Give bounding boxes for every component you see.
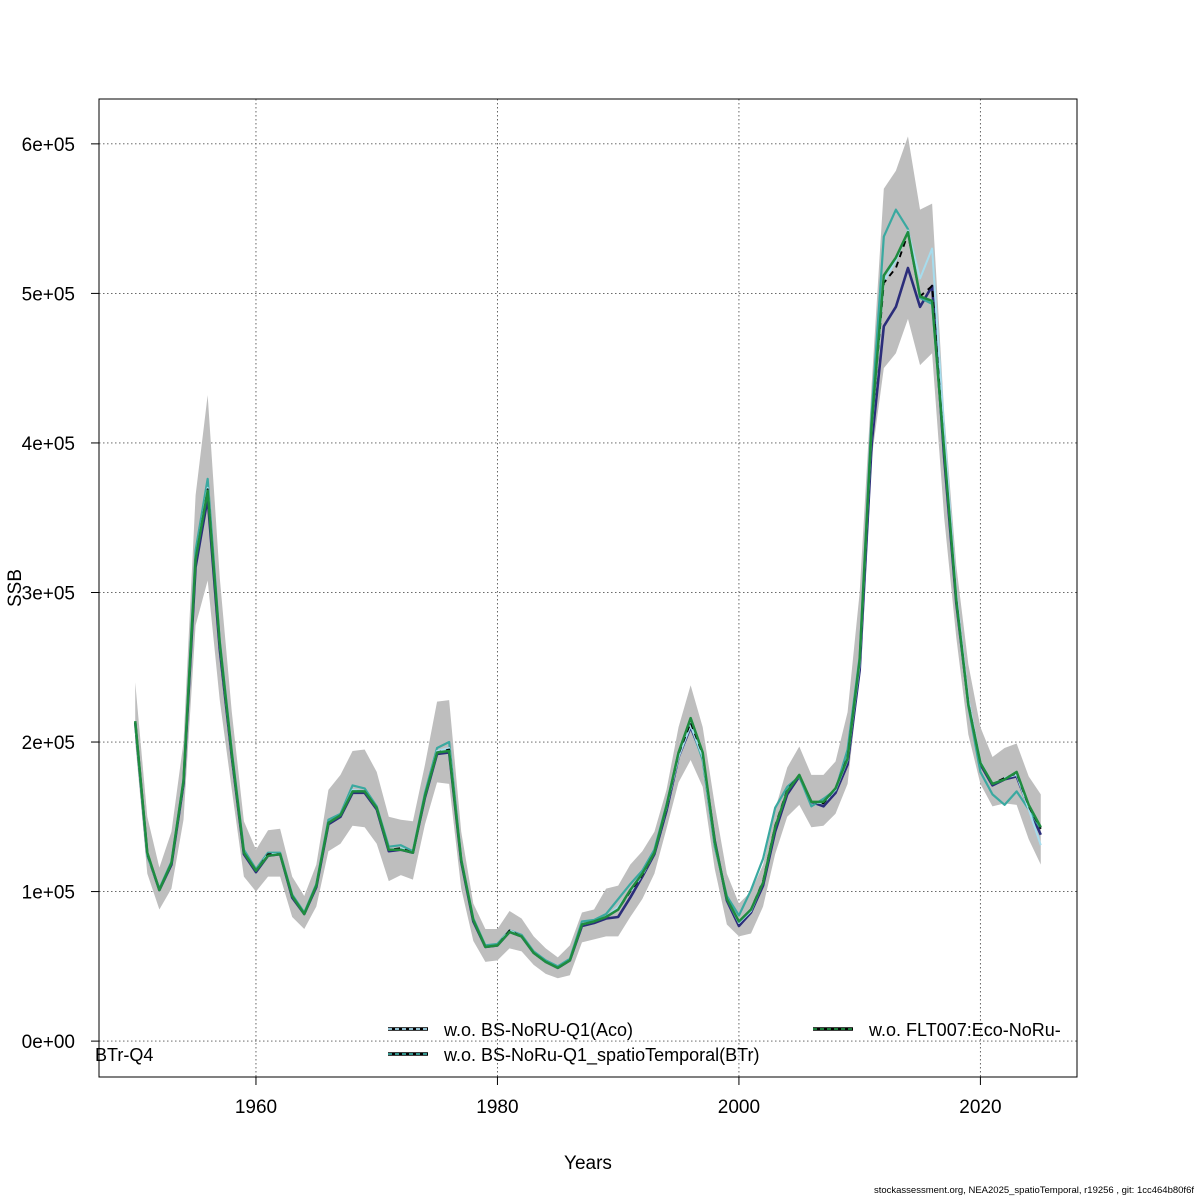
x-axis: 1960 1980 2000 2020	[235, 1077, 1002, 1118]
x-tick-label: 1960	[235, 1097, 277, 1118]
x-axis-title: Years	[564, 1153, 612, 1174]
y-tick-label: 6e+05	[22, 135, 75, 156]
x-tick-label: 2020	[959, 1097, 1001, 1118]
y-axis-title: SSB	[5, 569, 26, 607]
legend-label: w.o. FLT007:Eco-NoRu-	[868, 1020, 1061, 1040]
y-axis: 0e+00 1e+05 2e+05 3e+05 4e+05 5e+05 6e+05	[22, 135, 99, 1053]
confidence-band-layer	[135, 136, 1041, 979]
y-tick-label: 2e+05	[22, 733, 75, 754]
y-tick-label: 1e+05	[22, 883, 75, 904]
footer-note: stockassessment.org, NEA2025_spatioTempo…	[873, 1185, 1194, 1196]
series-line-5	[133, 230, 1042, 970]
series-layer	[133, 208, 1042, 970]
y-tick-label: 0e+00	[22, 1032, 75, 1053]
x-tick-label: 2000	[718, 1097, 760, 1118]
y-tick-label: 3e+05	[22, 583, 75, 604]
legend-label: w.o. BS-NoRU-Q1(Aco)	[443, 1020, 633, 1040]
legend-label: BTr-Q4	[95, 1045, 153, 1065]
y-tick-label: 4e+05	[22, 434, 75, 455]
legend-label: w.o. BS-NoRu-Q1_spatioTemporal(BTr)	[443, 1045, 759, 1066]
grid-lines	[99, 99, 1077, 1077]
x-tick-label: 1980	[476, 1097, 518, 1118]
legend: w.o. BS-NoRU-Q1(Aco) w.o. BS-NoRu-Q1_spat…	[95, 1020, 1061, 1066]
confidence-band	[135, 136, 1041, 979]
y-tick-label: 5e+05	[22, 284, 75, 305]
plot-frame	[98, 98, 1078, 1078]
